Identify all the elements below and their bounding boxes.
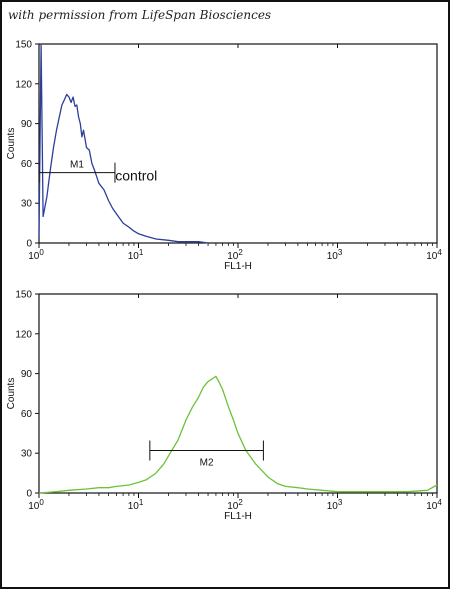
y-axis-label: Counts xyxy=(6,378,17,410)
x-tick-label: 102 xyxy=(227,248,243,262)
y-tick-label: 150 xyxy=(15,290,32,301)
x-axis-label: FL1-H xyxy=(224,261,252,272)
x-tick-label: 104 xyxy=(426,498,442,512)
plot-area xyxy=(38,293,438,494)
y-tick-label: 0 xyxy=(26,239,32,250)
x-tick-label: 100 xyxy=(28,498,44,512)
x-tick-label: 101 xyxy=(128,248,144,262)
x-tick-label: 100 xyxy=(28,248,44,262)
gate-label: M2 xyxy=(200,458,214,469)
y-tick-label: 150 xyxy=(15,40,32,51)
y-tick-label: 90 xyxy=(21,369,33,380)
x-tick-label: 104 xyxy=(426,248,442,262)
histogram-series-1 xyxy=(38,43,209,244)
y-tick-label: 30 xyxy=(21,199,33,210)
x-tick-label: 103 xyxy=(327,248,343,262)
plot-area xyxy=(38,43,438,244)
x-tick-label: 101 xyxy=(128,498,144,512)
gate-label: M1 xyxy=(70,160,84,171)
y-tick-label: 0 xyxy=(26,489,32,500)
histogram-panel-2: 0 30 60 90 120 150 100 101 102 103 104 FL1-H Counts M… xyxy=(6,290,442,523)
y-tick-label: 30 xyxy=(21,449,33,460)
y-tick-label: 90 xyxy=(21,119,33,130)
annotation-label: control xyxy=(115,168,157,184)
y-tick-label: 60 xyxy=(21,159,33,170)
y-tick-label: 120 xyxy=(15,329,32,340)
y-tick-label: 120 xyxy=(15,79,32,90)
x-tick-label: 103 xyxy=(327,498,343,512)
histogram-panel-1: 0 30 60 90 120 150 100 101 102 103 104 FL1-H Counts M… xyxy=(6,40,442,273)
x-axis-label: FL1-H xyxy=(224,511,252,522)
y-tick-label: 60 xyxy=(21,409,33,420)
x-tick-label: 102 xyxy=(227,498,243,512)
credit-text: with permission from LifeSpan Bioscience… xyxy=(8,8,272,22)
histogram-series-1 xyxy=(38,375,438,494)
y-axis-label: Counts xyxy=(6,128,17,160)
